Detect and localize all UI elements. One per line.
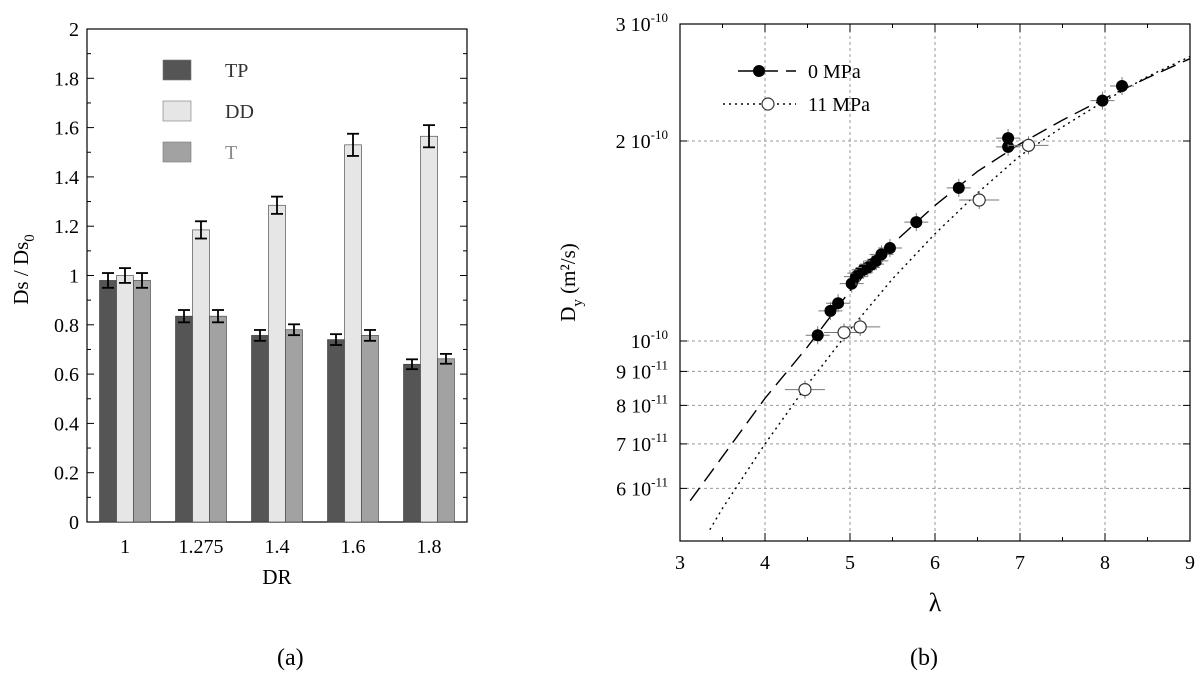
bar (344, 144, 362, 523)
y-axis-label: Dy (m²/s) (556, 243, 586, 322)
x-tick-label: 3 (675, 552, 685, 574)
data-point (1002, 132, 1015, 145)
x-axis-label: λ (929, 588, 942, 617)
x-tick-label: 4 (760, 552, 770, 574)
bar (116, 275, 134, 523)
data-point (832, 297, 845, 310)
x-axis-label: DR (262, 565, 291, 589)
chart-a: 0 0.2 0.4 0.6 0.8 1 1.2 1.4 1.6 1.8 2 1 1.275 1.4 1.6 1… (9, 19, 468, 589)
y-tick-label: 8 10-11 (616, 391, 668, 417)
y-axis-label: Ds / Ds0 (9, 234, 38, 305)
y-tick-label: 10-10 (631, 327, 668, 353)
y-tick-label: 1 (69, 266, 79, 288)
legend-label: 0 MPa (808, 61, 861, 83)
x-tick-label: 1.4 (265, 536, 290, 558)
legend-marker (761, 97, 775, 111)
y-tick-label: 1.8 (54, 68, 79, 90)
data-point (972, 193, 986, 207)
bar (251, 335, 269, 523)
data-point (853, 320, 867, 334)
x-tick-label: 1.6 (341, 536, 366, 558)
data-point (798, 382, 812, 397)
fit-line (709, 55, 1190, 531)
data-point (952, 181, 965, 194)
bar (209, 315, 227, 523)
data-point (824, 304, 837, 317)
panel-label-a: (a) (277, 645, 304, 671)
bar (403, 363, 421, 523)
y-tick-label: 0.6 (54, 364, 79, 386)
x-tick-label: 7 (1015, 552, 1025, 574)
legend-swatch (162, 100, 192, 122)
y-tick-label: 0 (69, 512, 79, 534)
data-point (1116, 79, 1128, 92)
data-point (883, 242, 896, 255)
data-point (1021, 138, 1036, 152)
data-point (910, 216, 923, 229)
legend-label: DD (225, 101, 254, 123)
x-tick-label: 1.8 (417, 536, 442, 558)
bar (268, 204, 286, 523)
data-point (811, 329, 824, 342)
legend-label: TP (225, 60, 248, 82)
bar (175, 315, 193, 523)
y-tick-label: 0.4 (54, 413, 79, 435)
data-point (875, 248, 888, 261)
bar (99, 280, 117, 523)
bar (361, 335, 379, 523)
legend-swatch (162, 141, 192, 163)
chart-b: 3 4 5 6 7 8 9 3 10-10 2 10-10 10-10 9 10-11 8 10-11… (556, 10, 1195, 617)
bar (420, 135, 438, 523)
x-tick-label: 5 (845, 552, 855, 574)
x-tick-label: 1.275 (179, 536, 224, 558)
y-tick-label: 3 10-10 (616, 10, 668, 36)
y-tick-label: 1.6 (54, 118, 79, 140)
legend-marker (753, 65, 765, 77)
y-tick-label: 0.2 (54, 463, 79, 485)
data-point (837, 325, 851, 340)
y-tick-label: 1.4 (54, 167, 79, 189)
y-tick-label: 7 10-11 (616, 430, 668, 456)
bar (327, 339, 345, 523)
panel-label-b: (b) (910, 645, 938, 671)
legend-label: 11 MPa (808, 94, 870, 116)
data-point (1096, 94, 1109, 107)
bar (192, 229, 210, 523)
y-tick-label: 2 (69, 19, 79, 41)
bar (285, 329, 303, 523)
bar (437, 358, 455, 523)
y-tick-label: 1.2 (54, 216, 79, 238)
x-tick-label: 9 (1185, 552, 1195, 574)
x-tick-label: 8 (1100, 552, 1110, 574)
y-tick-label: 0.8 (54, 315, 79, 337)
y-tick-label: 2 10-10 (616, 127, 668, 153)
x-tick-label: 6 (930, 552, 940, 574)
x-tick-label: 1 (120, 536, 130, 558)
legend-label: T (225, 142, 237, 164)
y-tick-label: 9 10-11 (616, 357, 668, 383)
legend-swatch (162, 59, 192, 81)
y-tick-label: 6 10-11 (616, 474, 668, 500)
bar (133, 280, 151, 523)
